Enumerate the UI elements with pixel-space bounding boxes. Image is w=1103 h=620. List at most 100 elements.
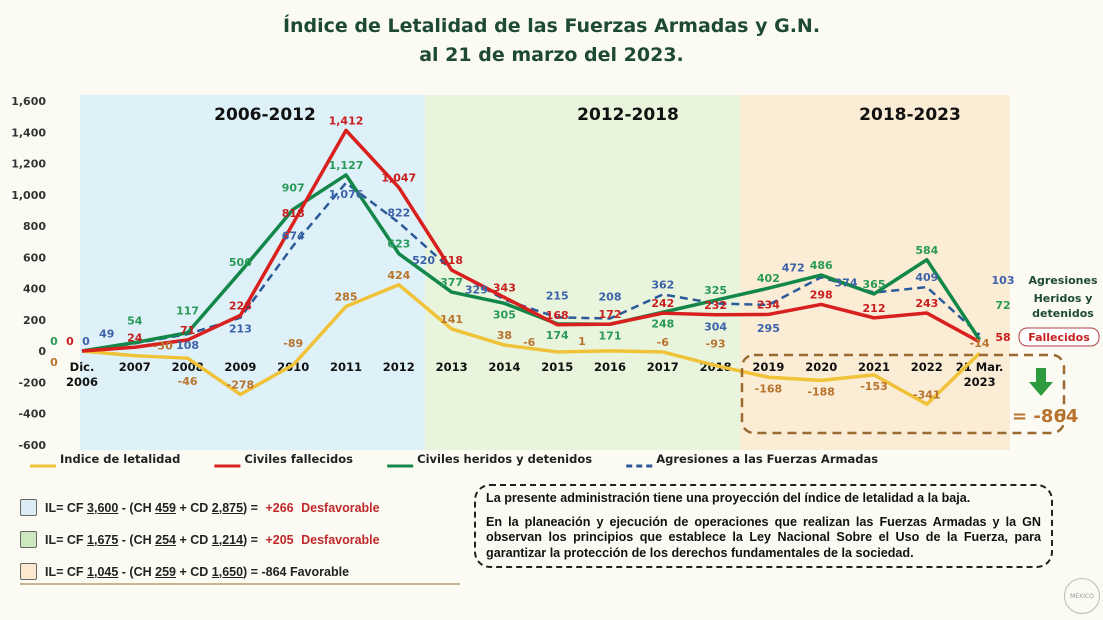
data-label: 506: [229, 256, 252, 269]
period-label: 2006-2012: [214, 105, 316, 125]
data-label: 362: [651, 278, 674, 291]
series-line-civiles-fallecidos: [81, 128, 981, 353]
formula-part: - (CH: [118, 500, 156, 515]
data-label: 108: [176, 339, 199, 352]
y-tick-label: 400: [23, 283, 46, 296]
y-tick-label: -400: [18, 408, 46, 421]
data-label: 822: [387, 207, 410, 220]
data-label: 377: [440, 276, 463, 289]
data-label: 584: [915, 244, 938, 257]
y-tick-label: 1,400: [11, 126, 46, 139]
data-label: 402: [757, 272, 780, 285]
data-label: 212: [863, 302, 886, 315]
x-tick-label: 2020: [805, 360, 837, 374]
data-label: 174: [546, 329, 569, 342]
data-label: 1,047: [381, 171, 416, 184]
data-label: -6: [523, 336, 536, 349]
data-label: 208: [599, 291, 622, 304]
y-tick-label: 800: [23, 220, 46, 233]
data-label: 232: [704, 299, 727, 312]
formula-part: 259: [155, 564, 176, 579]
legend-label: Agresiones a las Fuerzas Armadas: [656, 452, 878, 466]
period-background: [740, 95, 1010, 450]
formula-row: IL= CF 1,045 - (CH 259 + CD 1,650) = -86…: [20, 560, 460, 585]
y-tick-label: 1,600: [11, 95, 46, 108]
formula-part: Desfavorable: [297, 532, 380, 547]
chart-title: Índice de Letalidad de las Fuerzas Armad…: [0, 12, 1103, 70]
data-label: 168: [546, 309, 569, 322]
data-label: -14: [970, 337, 990, 350]
data-label: 243: [915, 297, 938, 310]
data-label: 141: [440, 313, 463, 326]
data-label: 623: [387, 238, 410, 251]
period-label: 2012-2018: [577, 105, 679, 125]
data-label: 172: [599, 308, 622, 321]
x-tick-label: 2007: [119, 360, 151, 374]
data-label: 818: [282, 207, 305, 220]
x-tick-label: 2011: [330, 360, 362, 374]
data-label: 248: [651, 317, 674, 330]
y-tick-label: 1,200: [11, 158, 46, 171]
formula-list: IL= CF 3,600 - (CH 459 + CD 2,875) = +26…: [20, 496, 460, 594]
data-label: 1,127: [329, 159, 364, 172]
data-label: 213: [229, 323, 252, 336]
data-label: 285: [335, 290, 358, 303]
x-tick-label: 2012: [383, 360, 415, 374]
data-label: 365: [863, 278, 886, 291]
title-line-2: al 21 de marzo del 2023.: [419, 44, 684, 66]
x-tick-label: 2017: [647, 360, 679, 374]
data-label: 0: [66, 335, 74, 348]
data-label: 518: [440, 254, 463, 267]
period-color-swatch: [20, 499, 37, 516]
data-label: 298: [810, 288, 833, 301]
data-label: 228: [229, 299, 252, 312]
formula-part: +266: [265, 500, 294, 515]
formula-part: + CD: [175, 564, 212, 579]
data-label: 1: [578, 335, 586, 348]
annotation-total: = -864: [1012, 406, 1078, 427]
period-label: 2018-2023: [859, 105, 961, 125]
data-label: 304: [704, 321, 727, 334]
formula-part: ) =: [243, 564, 262, 579]
formula-part: -864: [261, 564, 287, 579]
formula-part: +205: [265, 532, 294, 547]
data-label: -93: [706, 338, 726, 351]
data-label: -278: [227, 378, 255, 391]
data-label: 58: [995, 331, 1010, 344]
data-label: 343: [493, 281, 516, 294]
formula-part: 1,675: [87, 532, 119, 547]
x-tick-label: Dic. 2006: [66, 360, 98, 389]
formula-part: Desfavorable: [297, 500, 380, 515]
period-background: [80, 95, 425, 450]
period-color-swatch: [20, 531, 37, 548]
x-tick-label: 2013: [436, 360, 468, 374]
formula-part: 1,650: [211, 564, 244, 579]
y-tick-label: -200: [18, 376, 46, 389]
data-label: 305: [493, 308, 516, 321]
data-label: 295: [757, 322, 780, 335]
data-label: 117: [176, 305, 199, 318]
formula-part: Favorable: [286, 564, 350, 579]
data-label: 424: [387, 269, 410, 282]
data-label: 24: [127, 331, 143, 344]
series-line-civiles-heridos-y-detenidos: [81, 173, 982, 353]
data-label: -46: [178, 375, 198, 388]
formula-part: + CD: [175, 532, 212, 547]
data-label: 472: [782, 261, 805, 274]
data-label: 1,076: [329, 188, 364, 201]
data-label: -89: [283, 337, 303, 350]
formula-part: - (CH: [118, 564, 156, 579]
data-label: -341: [913, 388, 941, 401]
formula-part: 3,600: [87, 500, 119, 515]
y-tick-label: -600: [18, 439, 46, 452]
data-label: 71: [180, 324, 195, 337]
data-label: 0: [50, 356, 58, 369]
data-label: -30: [153, 340, 173, 353]
data-label: 72: [995, 299, 1010, 312]
legend-label: Civiles fallecidos: [244, 452, 353, 466]
formula-part: 1,214: [211, 532, 244, 547]
data-label: -6: [657, 336, 670, 349]
legend-label: Civiles heridos y detenidos: [417, 452, 592, 466]
data-label: 674: [282, 230, 305, 243]
formula-part: 459: [155, 500, 176, 515]
